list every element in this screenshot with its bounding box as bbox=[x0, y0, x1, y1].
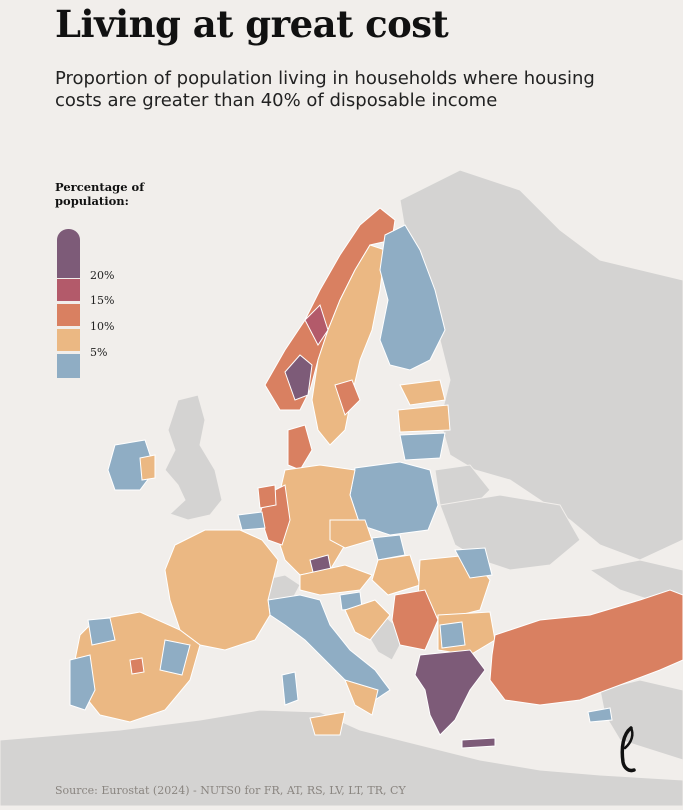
region-serbia bbox=[391, 589, 439, 651]
region-cyprus bbox=[587, 707, 613, 723]
page-subtitle: Proportion of population living in house… bbox=[55, 68, 595, 111]
region-denmark bbox=[287, 424, 313, 471]
region-croatia bbox=[344, 599, 391, 641]
region-norway-east bbox=[284, 354, 313, 401]
region-ireland-east bbox=[139, 454, 156, 481]
legend-swatch-10 bbox=[57, 304, 80, 326]
region-spain-center bbox=[129, 657, 145, 675]
legend-swatch-15 bbox=[57, 279, 80, 301]
publisher-logo bbox=[617, 726, 639, 778]
region-sardinia bbox=[281, 671, 299, 706]
region-latvia bbox=[397, 404, 451, 433]
legend-label-15: 15% bbox=[90, 294, 115, 307]
legend-label-10: 10% bbox=[90, 320, 115, 333]
region-lithuania bbox=[399, 432, 446, 461]
legend-swatch-5 bbox=[57, 329, 80, 351]
data-regions bbox=[69, 207, 683, 749]
region-hungary bbox=[371, 554, 421, 596]
region-spain-madrid bbox=[159, 639, 191, 676]
region-caucasus bbox=[588, 559, 683, 601]
legend-title: Percentage of population: bbox=[55, 180, 145, 208]
non-data-land bbox=[0, 169, 683, 807]
region-belgium bbox=[237, 511, 266, 531]
region-uk bbox=[164, 394, 223, 521]
region-czechia bbox=[329, 519, 373, 549]
legend-swatch-0 bbox=[57, 354, 80, 378]
region-portugal bbox=[69, 654, 96, 711]
region-romania-north bbox=[454, 547, 493, 579]
region-greece bbox=[414, 649, 486, 736]
logo-icon bbox=[620, 726, 636, 773]
region-bulgaria-west bbox=[439, 621, 466, 649]
legend-swatch-20 bbox=[57, 229, 80, 257]
region-sweden-stockholm bbox=[334, 379, 361, 416]
source-note: Source: Eurostat (2024) - NUTS0 for FR, … bbox=[55, 784, 406, 797]
region-france bbox=[164, 529, 279, 651]
region-italy-south bbox=[344, 679, 379, 716]
region-estonia bbox=[399, 379, 446, 406]
region-slovakia bbox=[371, 534, 406, 561]
region-sicily bbox=[309, 711, 346, 736]
region-finland bbox=[379, 224, 446, 371]
legend-label-20: 20% bbox=[90, 269, 115, 282]
region-crete bbox=[461, 737, 496, 749]
region-austria bbox=[299, 564, 373, 596]
region-spain-northwest bbox=[87, 617, 116, 646]
page-title: Living at great cost bbox=[55, 2, 449, 46]
region-north-africa bbox=[0, 709, 683, 807]
legend-swatch-20b bbox=[57, 256, 80, 278]
region-turkey bbox=[489, 589, 683, 706]
legend-label-5: 5% bbox=[90, 346, 108, 359]
region-netherlands bbox=[257, 484, 277, 509]
